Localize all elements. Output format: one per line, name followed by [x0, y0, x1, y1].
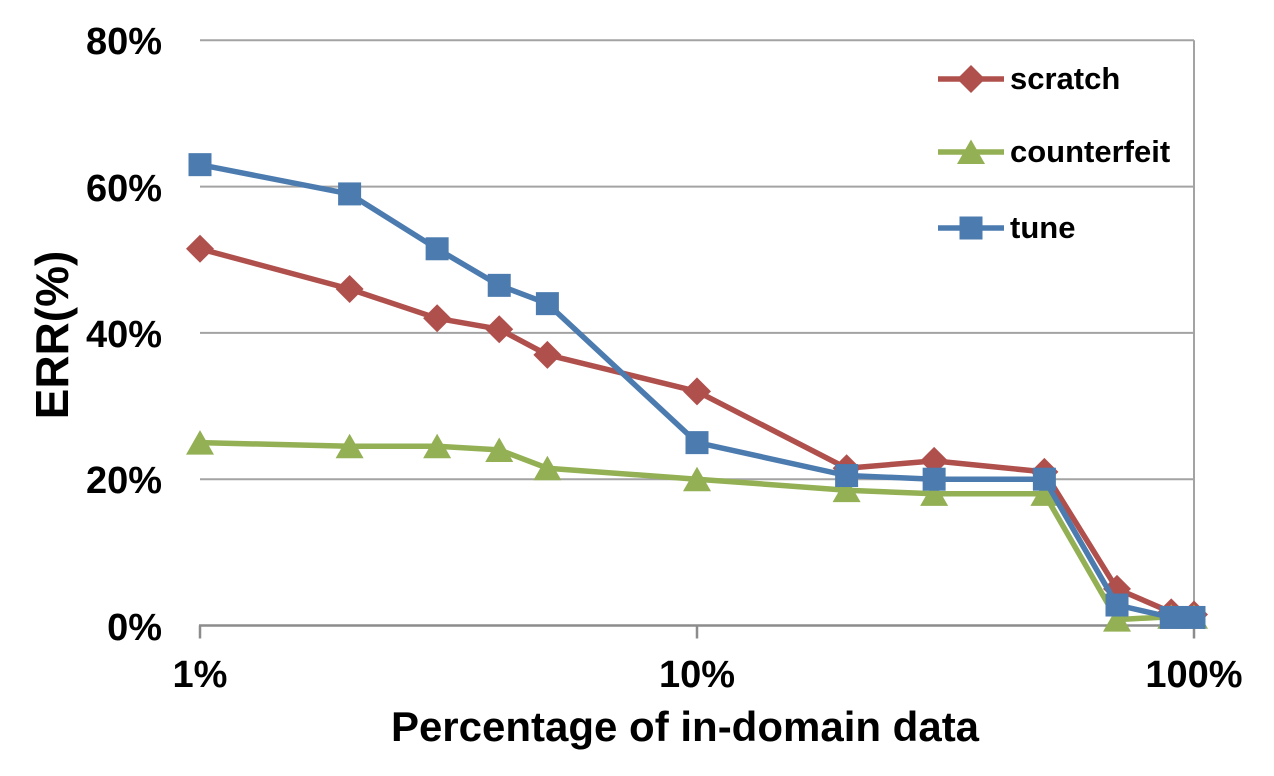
- series-counterfeit-marker: [1030, 481, 1059, 506]
- series-scratch-marker: [683, 377, 711, 406]
- legend-marker-glyph: [957, 139, 985, 164]
- legend-marker-diamond-icon: [938, 65, 1004, 93]
- legend-label-scratch: scratch: [1010, 61, 1121, 96]
- series-scratch-marker: [186, 234, 214, 263]
- y-axis-title: ERR(%): [26, 250, 78, 420]
- series-tune-marker: [1182, 605, 1206, 629]
- series-scratch-marker: [423, 304, 452, 333]
- series-counterfeit-marker: [533, 455, 562, 481]
- series-counterfeit-marker: [485, 437, 514, 462]
- legend-marker-glyph: [959, 216, 983, 240]
- y-tick-label-20: 20%: [85, 460, 162, 503]
- series-counterfeit-marker: [335, 433, 364, 459]
- legend-item-tune: tune: [938, 210, 1075, 246]
- y-tick-label-0: 0%: [107, 606, 162, 649]
- legend-marker-triangle-icon: [938, 139, 1004, 164]
- legend-marker-square-icon: [938, 216, 1004, 240]
- series-tune-marker: [835, 464, 859, 488]
- series-tune-marker: [1105, 593, 1129, 617]
- series-tune-marker: [535, 292, 559, 316]
- legend-item-counterfeit: counterfeit: [938, 134, 1170, 170]
- y-tick-label-60: 60%: [85, 167, 162, 210]
- series-counterfeit-marker: [683, 466, 711, 492]
- series-scratch-marker: [533, 340, 562, 369]
- legend-item-scratch: scratch: [938, 61, 1120, 97]
- series-counterfeit-marker: [423, 433, 452, 459]
- series-tune-marker: [922, 467, 946, 491]
- series-scratch-marker: [485, 315, 514, 344]
- series-tune-marker: [338, 182, 362, 206]
- series-counterfeit-marker: [186, 430, 214, 455]
- legend-label-tune: tune: [1010, 210, 1076, 245]
- series-tune-marker: [425, 237, 449, 261]
- x-tick-label-1%: 1%: [172, 654, 228, 696]
- series-counterfeit-marker: [1103, 607, 1132, 632]
- x-axis-title: Percentage of in-domain data: [390, 703, 980, 750]
- x-tick-label-10%: 10%: [658, 654, 736, 696]
- series-counterfeit-line: [197, 439, 1197, 623]
- y-tick-label-40: 40%: [85, 313, 162, 356]
- series-tune-marker: [188, 153, 212, 177]
- series-tune-marker: [1032, 467, 1056, 491]
- series-tune-marker: [1159, 605, 1183, 629]
- series-counterfeit-marker: [920, 481, 949, 506]
- series-tune-marker: [487, 273, 511, 297]
- series-tune-marker: [685, 431, 709, 455]
- series-counterfeit-marker: [832, 477, 861, 503]
- legend-label-counterfeit: counterfeit: [1010, 134, 1171, 169]
- x-tick-label-100%: 100%: [1145, 654, 1243, 696]
- y-tick-label-80: 80%: [85, 21, 162, 64]
- series-scratch-marker: [335, 275, 364, 304]
- legend-marker-glyph: [957, 65, 985, 93]
